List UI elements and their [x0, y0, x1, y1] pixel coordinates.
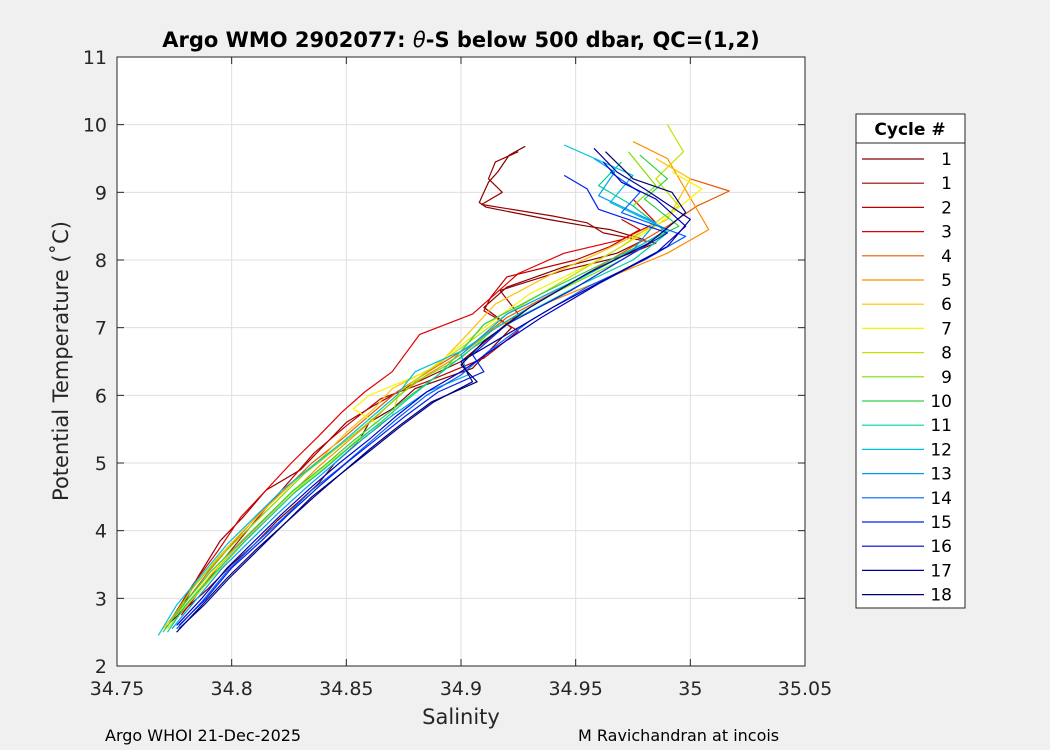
x-tick-label: 34.9 — [440, 678, 482, 700]
footer-right: M Ravichandran at incois — [578, 726, 779, 745]
legend-label: 2 — [941, 198, 952, 218]
legend-label: 10 — [930, 392, 952, 412]
x-tick-label: 34.8 — [211, 678, 253, 700]
legend-label: 15 — [930, 513, 952, 533]
y-tick-label: 11 — [83, 47, 107, 69]
y-tick-label: 4 — [95, 521, 107, 543]
series-lines — [157, 124, 730, 636]
chart-title-suffix: -S below 500 dbar, QC=(1,2) — [426, 28, 760, 52]
series-line-cycle-16 — [176, 161, 687, 626]
chart-title-theta: θ — [413, 28, 426, 52]
legend-label: 9 — [941, 368, 952, 388]
x-tick-label: 34.85 — [319, 678, 373, 700]
y-tick-label: 10 — [83, 115, 107, 137]
y-tick-label: 6 — [95, 385, 107, 407]
x-tick-label: 34.95 — [548, 678, 602, 700]
y-tick-label: 9 — [95, 182, 107, 204]
series-line-cycle-18 — [176, 151, 687, 633]
chart-title-prefix: Argo WMO 2902077: — [162, 28, 413, 52]
legend-label: 16 — [930, 537, 952, 557]
axis-ticks: 34.75 34.8 34.85 34.9 34.95 35 35.05 2 3 4 5 6 7 8 9 10… — [83, 47, 832, 700]
legend-label: 3 — [941, 223, 952, 243]
x-tick-label: 35 — [678, 678, 702, 700]
y-tick-label: 2 — [95, 656, 107, 678]
legend-label: 14 — [930, 489, 952, 509]
footer-left: Argo WHOI 21-Dec-2025 — [105, 726, 301, 745]
legend-label: 1 — [941, 174, 952, 194]
legend-label: 1 — [941, 150, 952, 170]
legend-label: 5 — [941, 271, 952, 291]
legend-label: 7 — [941, 319, 952, 339]
legend-label: 17 — [930, 561, 952, 581]
legend-label: 8 — [941, 344, 952, 364]
x-axis-label: Salinity — [422, 705, 500, 729]
legend-label: 13 — [930, 465, 952, 485]
series-line-cycle-10 — [162, 154, 680, 633]
legend-label: 12 — [930, 440, 952, 460]
y-tick-label: 7 — [95, 318, 107, 340]
legend-label: 11 — [930, 416, 952, 436]
legend-box — [855, 113, 966, 609]
y-axis-label: Potential Temperature (˚C) — [49, 221, 73, 501]
series-line-cycle-4 — [162, 178, 730, 630]
series-line-cycle-3 — [166, 198, 657, 626]
series-line-cycle-14 — [176, 171, 687, 630]
series-line-cycle-6 — [167, 157, 691, 626]
y-tick-label: 5 — [95, 453, 107, 475]
x-tick-label: 34.75 — [90, 678, 144, 700]
legend-label: 18 — [930, 586, 952, 606]
legend-label: 6 — [941, 295, 952, 315]
series-line-cycle-15 — [178, 174, 669, 626]
chart-title: Argo WMO 2902077: θ-S below 500 dbar, QC… — [162, 28, 759, 52]
x-tick-label: 35.05 — [778, 678, 832, 700]
legend-label: 4 — [941, 247, 952, 267]
y-tick-label: 8 — [95, 250, 107, 272]
legend-title: Cycle # — [874, 120, 945, 140]
y-tick-label: 3 — [95, 588, 107, 610]
